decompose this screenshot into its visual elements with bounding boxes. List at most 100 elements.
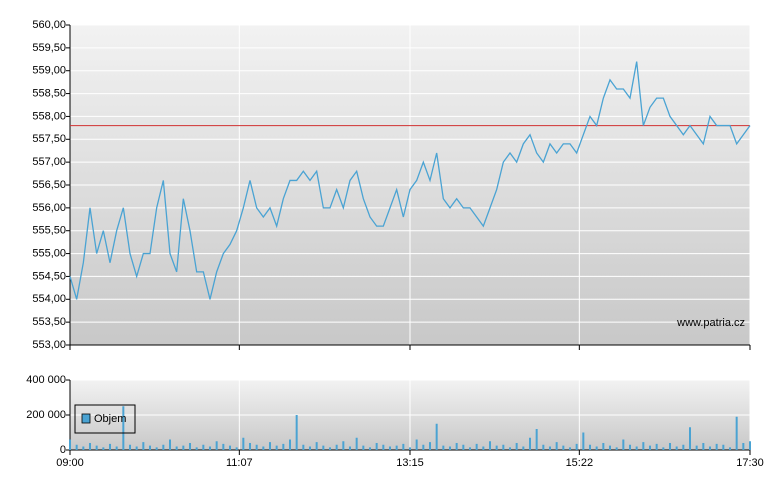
volume-bar (282, 443, 285, 450)
volume-bar (289, 439, 291, 450)
volume-bar (582, 432, 585, 450)
volume-bar (362, 445, 365, 450)
y-tick-label: 553,50 (32, 316, 66, 328)
x-tick-label: 09:00 (56, 457, 84, 469)
volume-bar (749, 441, 751, 450)
volume-bar (202, 444, 205, 450)
volume-bar (449, 446, 451, 450)
volume-bar (662, 447, 665, 450)
volume-bar (569, 447, 571, 450)
volume-bar (275, 445, 278, 450)
volume-bar (249, 443, 251, 450)
volume-bar (75, 444, 78, 450)
volume-bar (155, 447, 158, 450)
volume-bar (742, 443, 745, 450)
volume-bar (675, 446, 678, 450)
y-tick-label: 555,50 (32, 225, 66, 237)
y-tick-label: 559,00 (32, 65, 66, 77)
volume-bar (215, 441, 218, 450)
volume-bar (135, 446, 138, 450)
volume-bar (462, 444, 465, 450)
volume-bar (522, 446, 525, 450)
x-tick-label: 17:30 (736, 457, 764, 469)
volume-bar (82, 446, 85, 450)
volume-bar (122, 406, 125, 450)
volume-bar (195, 447, 198, 450)
volume-bar (589, 444, 591, 450)
y-tick-label: 559,50 (32, 42, 66, 54)
volume-bar (682, 444, 685, 450)
y-tick-label: 558,00 (32, 110, 66, 122)
volume-bar (655, 443, 658, 450)
volume-bar (595, 446, 598, 450)
volume-bar (709, 446, 711, 450)
volume-bar (702, 443, 705, 450)
y-tick-label: 554,00 (32, 293, 66, 305)
volume-bar (529, 437, 531, 450)
volume-bar (162, 444, 165, 450)
volume-bar (575, 443, 578, 450)
x-tick-label: 15:22 (566, 457, 594, 469)
volume-bar (149, 445, 151, 450)
legend-box (74, 404, 136, 434)
volume-bar (329, 447, 331, 450)
y-tick-label: 555,00 (32, 247, 66, 259)
y2-tick-label: 0 (60, 444, 66, 456)
volume-bar (115, 446, 118, 450)
volume-bar (442, 445, 445, 450)
volume-bar (235, 447, 238, 450)
volume-bar (395, 445, 398, 450)
volume-bar (695, 445, 698, 450)
volume-bar (222, 443, 225, 450)
volume-bar (509, 447, 511, 450)
watermark: www.patria.cz (676, 317, 745, 329)
y-tick-label: 556,00 (32, 202, 66, 214)
x-tick-label: 11:07 (226, 457, 253, 469)
volume-bar (429, 442, 431, 450)
y-tick-label: 554,50 (32, 270, 66, 282)
volume-bar (349, 446, 351, 450)
volume-bar (302, 444, 305, 450)
volume-bar (335, 444, 338, 450)
volume-bar (622, 439, 625, 450)
volume-bar (615, 447, 618, 450)
volume-bar (402, 443, 405, 450)
volume-bar (729, 447, 731, 450)
volume-bar (549, 446, 551, 450)
volume-bar (355, 437, 358, 450)
volume-bar (435, 423, 438, 450)
volume-bar (315, 442, 318, 450)
volume-bar (369, 447, 371, 450)
volume-bar (309, 446, 311, 450)
volume-bar (689, 427, 691, 450)
volume-bar (415, 439, 418, 450)
volume-bar (735, 416, 738, 450)
volume-bar (482, 446, 485, 450)
volume-bar (382, 444, 385, 450)
y-tick-label: 558,50 (32, 87, 66, 99)
volume-bar (495, 445, 498, 450)
y-tick-label: 557,50 (32, 133, 66, 145)
volume-bar (642, 442, 645, 450)
volume-bar (469, 447, 471, 450)
volume-bar (189, 443, 191, 450)
volume-bar (129, 444, 131, 450)
y-tick-label: 557,00 (32, 156, 66, 168)
volume-bar (669, 443, 671, 450)
volume-bar (635, 446, 638, 450)
volume-bar (422, 444, 425, 450)
volume-bar (142, 442, 145, 450)
volume-bar (182, 445, 185, 450)
volume-bar (295, 415, 298, 450)
price-line (69, 61, 751, 300)
volume-bar (455, 443, 458, 450)
volume-bar (109, 443, 111, 450)
volume-bar (175, 446, 178, 450)
y-tick-label: 553,00 (32, 339, 66, 351)
volume-bar (269, 442, 271, 450)
volume-bar (322, 445, 325, 450)
volume-bar (609, 445, 611, 450)
volume-bar (262, 446, 265, 450)
